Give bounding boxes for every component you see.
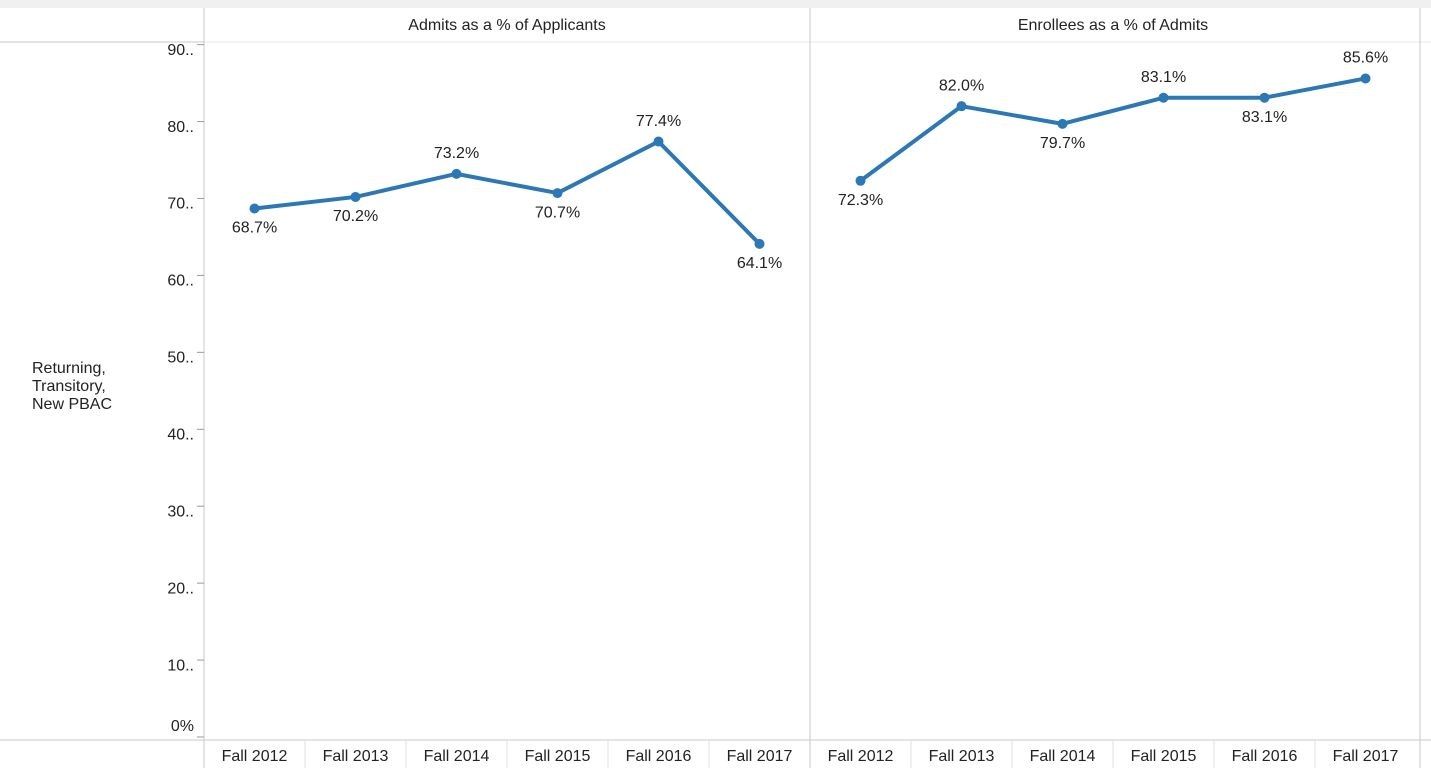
data-label: 83.1% <box>1141 69 1186 86</box>
data-label: 70.2% <box>333 208 378 225</box>
y-tick-label: 50.. <box>167 350 194 367</box>
x-tick-label: Fall 2012 <box>222 748 288 765</box>
point <box>350 191 361 202</box>
point <box>1360 73 1371 84</box>
x-tick-label: Fall 2013 <box>929 748 995 765</box>
x-tick-label: Fall 2012 <box>828 748 894 765</box>
point <box>754 238 765 249</box>
data-label: 79.7% <box>1040 135 1085 152</box>
panel-title: Enrollees as a % of Admits <box>1018 17 1208 34</box>
x-tick-label: Fall 2014 <box>1030 748 1096 765</box>
y-tick-label: 70.. <box>167 196 194 213</box>
y-tick-label: 0% <box>171 718 194 735</box>
series-line <box>859 76 1366 183</box>
data-label: 77.4% <box>636 113 681 130</box>
y-tick-label: 80.. <box>167 119 194 136</box>
point <box>653 136 664 147</box>
y-tick-label: 60.. <box>167 273 194 290</box>
x-tick-label: Fall 2016 <box>1232 748 1298 765</box>
y-tick-label: 30.. <box>167 503 194 520</box>
x-tick-label: Fall 2015 <box>1131 748 1197 765</box>
data-label: 85.6% <box>1343 50 1388 67</box>
x-tick-label: Fall 2017 <box>727 748 793 765</box>
y-tick-label: 40.. <box>167 426 194 443</box>
data-label: 72.3% <box>838 192 883 209</box>
y-tick-label: 10.. <box>167 657 194 674</box>
panel-title: Admits as a % of Applicants <box>408 17 605 34</box>
data-label: 82.0% <box>939 77 984 94</box>
y-tick-label: 90.. <box>167 42 194 59</box>
x-tick-label: Fall 2016 <box>626 748 692 765</box>
point <box>451 168 462 179</box>
x-tick-label: Fall 2013 <box>323 748 389 765</box>
point <box>956 101 967 112</box>
point <box>552 188 563 199</box>
data-label: 68.7% <box>232 220 277 237</box>
x-tick-label: Fall 2015 <box>525 748 591 765</box>
y-tick-label: 20.. <box>167 580 194 597</box>
x-tick-label: Fall 2014 <box>424 748 490 765</box>
point <box>1057 118 1068 129</box>
row-label: Returning, Transitory, New PBAC <box>32 360 113 413</box>
data-label: 73.2% <box>434 145 479 162</box>
data-label: 70.7% <box>535 204 580 221</box>
point <box>1259 92 1270 103</box>
series-line <box>254 139 761 246</box>
x-tick-label: Fall 2017 <box>1333 748 1399 765</box>
point <box>855 175 866 186</box>
data-label: 64.1% <box>737 255 782 272</box>
point <box>249 203 260 214</box>
top-strip <box>0 0 1431 8</box>
point <box>1158 92 1169 103</box>
data-label: 83.1% <box>1242 109 1287 126</box>
